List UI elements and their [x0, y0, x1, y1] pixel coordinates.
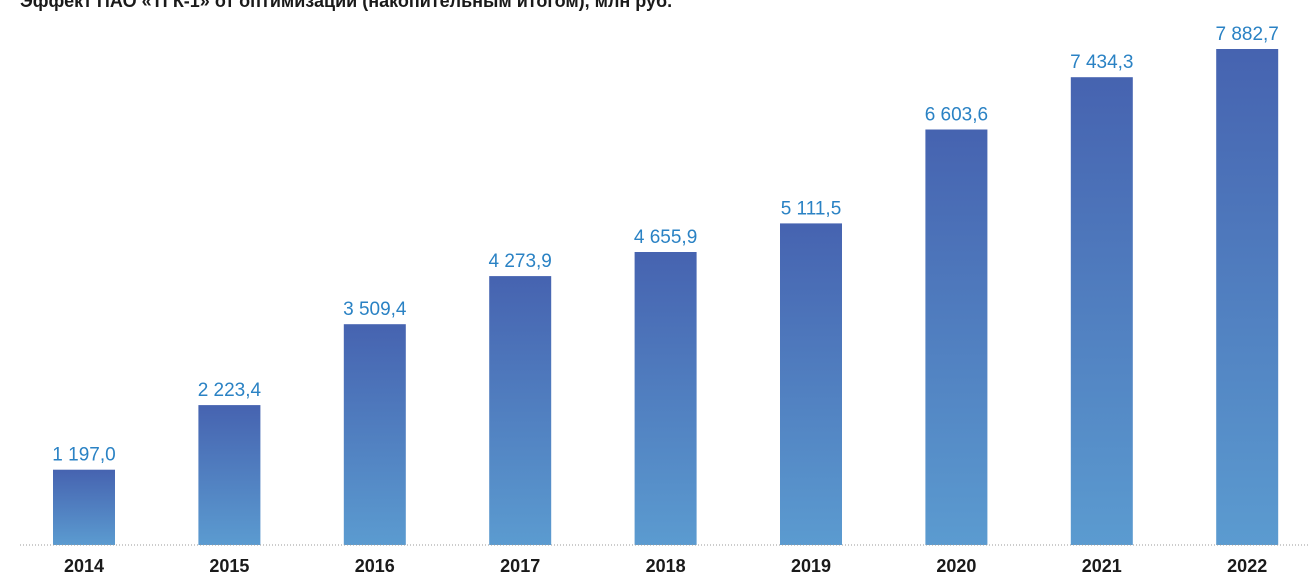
- bar-2018: [634, 252, 697, 545]
- bar-2017: [489, 276, 552, 545]
- chart-title: Эффект ПАО «ТГК-1» от оптимизации (накоп…: [20, 0, 673, 11]
- bar-2021: [1070, 77, 1133, 545]
- x-tick-label-2015: 2015: [209, 556, 249, 576]
- value-label-2021: 7 434,3: [1070, 52, 1133, 73]
- bar-2016: [343, 324, 406, 545]
- bar-2014: [53, 469, 115, 545]
- x-tick-label-2017: 2017: [500, 556, 540, 576]
- value-label-2019: 5 111,5: [781, 198, 842, 219]
- x-tick-label-2020: 2020: [936, 556, 976, 576]
- bar-2022: [1216, 49, 1279, 545]
- value-label-2018: 4 655,9: [634, 227, 697, 248]
- value-label-2014: 1 197,0: [52, 445, 115, 466]
- value-label-2017: 4 273,9: [488, 251, 551, 272]
- value-label-2022: 7 882,7: [1215, 24, 1278, 45]
- x-tick-label-2019: 2019: [791, 556, 831, 576]
- bar-2019: [780, 223, 842, 545]
- value-label-2015: 2 223,4: [198, 380, 262, 401]
- bars-layer: [53, 49, 1279, 545]
- value-label-2020: 6 603,6: [925, 105, 988, 126]
- x-tick-label-2016: 2016: [355, 556, 395, 576]
- value-labels-layer: 1 197,0 2 223,4 3 509,4 4 273,9 4 655,9 5 111…: [52, 24, 1279, 466]
- x-tick-label-2014: 2014: [64, 556, 104, 576]
- value-label-2016: 3 509,4: [343, 299, 407, 320]
- bar-2015: [198, 405, 261, 545]
- x-tick-label-2018: 2018: [646, 556, 686, 576]
- x-tick-label-2021: 2021: [1082, 556, 1122, 576]
- x-tick-label-2022: 2022: [1227, 556, 1267, 576]
- x-tick-labels: 2014 2015 2016 2017 2018 2019 2020 2021 2022: [64, 556, 1267, 576]
- bar-2020: [925, 129, 988, 545]
